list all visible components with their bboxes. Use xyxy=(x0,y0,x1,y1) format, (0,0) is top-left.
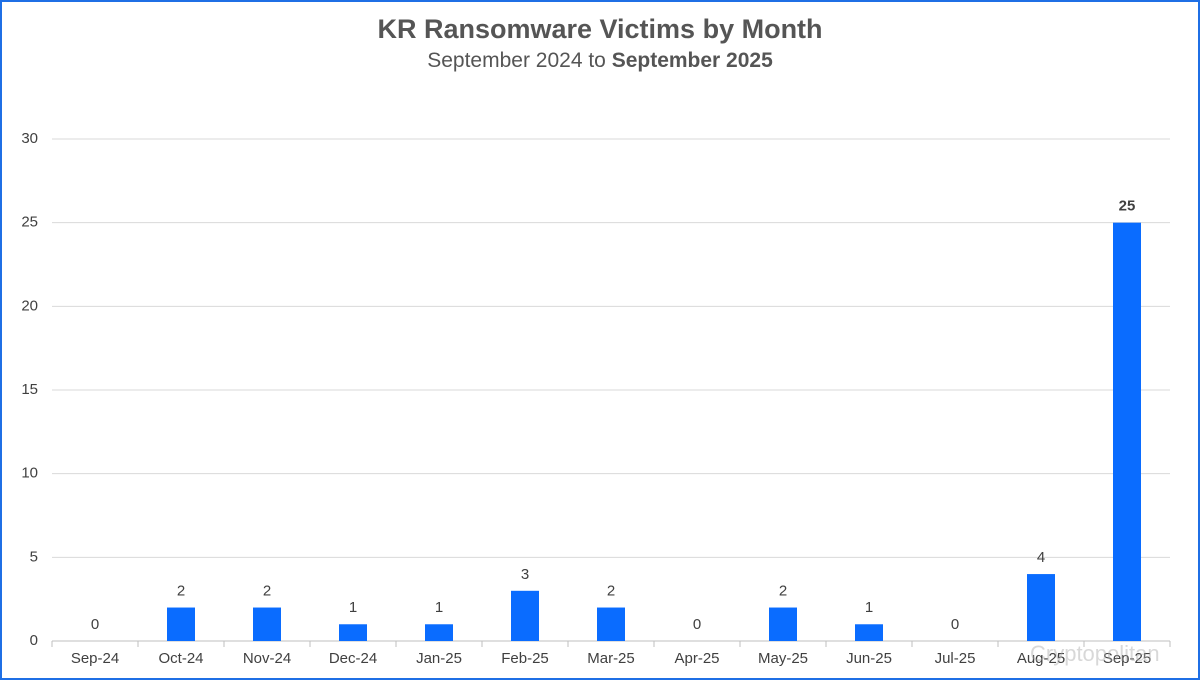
x-tick-label: Jun-25 xyxy=(846,650,892,667)
bar xyxy=(769,607,797,641)
chart-subtitle: September 2024 to September 2025 xyxy=(427,49,773,72)
x-tick-label: Feb-25 xyxy=(501,650,549,667)
subtitle-part: September 2024 to xyxy=(427,49,606,72)
y-tick-label: 5 xyxy=(30,548,38,565)
data-label: 1 xyxy=(349,599,357,616)
data-label: 2 xyxy=(607,583,615,600)
data-label: 0 xyxy=(693,616,701,633)
data-label: 2 xyxy=(177,583,185,600)
x-tick-label: Oct-24 xyxy=(158,650,203,667)
x-tick-label: Jul-25 xyxy=(935,650,976,667)
y-tick-label: 15 xyxy=(21,381,38,398)
bar xyxy=(339,624,367,641)
y-tick-label: 0 xyxy=(30,632,38,649)
data-label: 0 xyxy=(91,616,99,633)
x-tick-label: Aug-25 xyxy=(1017,650,1065,667)
y-tick-label: 20 xyxy=(21,297,38,314)
watermark: Cryptopolitan xyxy=(1030,641,1160,666)
data-label: 3 xyxy=(521,566,529,583)
data-label: 25 xyxy=(1119,198,1136,215)
subtitle-emphasis: September 2025 xyxy=(612,49,773,72)
x-tick-label: Dec-24 xyxy=(329,650,377,667)
x-tick-label: Sep-24 xyxy=(71,650,119,667)
x-tick-label: Sep-25 xyxy=(1103,650,1151,667)
bar xyxy=(511,590,539,641)
x-tick-label: Jan-25 xyxy=(416,650,462,667)
data-label: 1 xyxy=(435,599,443,616)
chart-title: KR Ransomware Victims by Month xyxy=(377,14,822,44)
bar xyxy=(855,624,883,641)
x-tick-label: Apr-25 xyxy=(674,650,719,667)
bar xyxy=(253,607,281,641)
x-tick-label: May-25 xyxy=(758,650,808,667)
y-tick-label: 30 xyxy=(21,130,38,147)
bar xyxy=(597,607,625,641)
data-label: 1 xyxy=(865,599,873,616)
bar xyxy=(1027,574,1055,641)
x-tick-label: Nov-24 xyxy=(243,650,291,667)
data-label: 2 xyxy=(779,583,787,600)
data-label: 2 xyxy=(263,583,271,600)
y-tick-label: 10 xyxy=(21,465,38,482)
x-tick-label: Mar-25 xyxy=(587,650,635,667)
bar xyxy=(167,607,195,641)
data-label: 4 xyxy=(1037,549,1045,566)
bar xyxy=(1113,222,1141,641)
y-tick-label: 25 xyxy=(21,214,38,231)
bar xyxy=(425,624,453,641)
data-label: 0 xyxy=(951,616,959,633)
